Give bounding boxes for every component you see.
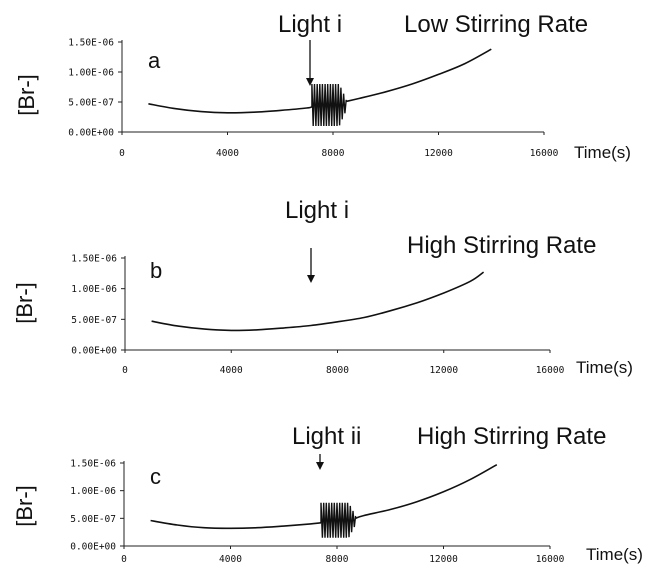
annotation-label: Light i <box>285 197 349 224</box>
x-tick-label: 4000 <box>219 554 242 565</box>
x-axis-label: Time(s) <box>586 545 643 564</box>
x-tick-label: 16000 <box>536 365 565 376</box>
y-tick-label: 0.00E+00 <box>68 128 114 139</box>
annotation-label: Light i <box>278 11 342 38</box>
x-axis-label: Time(s) <box>576 358 633 377</box>
panel-title: High Stirring Rate <box>417 423 606 450</box>
x-tick-label: 16000 <box>530 148 559 159</box>
x-tick-label: 0 <box>122 365 128 376</box>
panel-b: Light i High Stirring Rate b [Br-] Time(… <box>12 197 633 377</box>
x-tick-label: 8000 <box>326 554 349 565</box>
y-tick-label: 1.50E-06 <box>70 459 116 470</box>
panel-a: Light i Low Stirring Rate a [Br-] Time(s… <box>14 11 631 162</box>
y-axis-label: [Br-] <box>12 485 37 527</box>
panel-letter: c <box>150 464 161 489</box>
y-tick-label: 1.50E-06 <box>68 38 114 49</box>
y-tick-label: 5.00E-07 <box>68 98 114 109</box>
y-axis-label: [Br-] <box>12 282 37 324</box>
oscillation-burst <box>321 503 356 538</box>
x-tick-label: 4000 <box>216 148 239 159</box>
y-tick-label: 5.00E-07 <box>70 514 116 525</box>
y-tick-label: 1.00E-06 <box>68 68 114 79</box>
y-tick-label: 1.00E-06 <box>71 284 117 295</box>
series-line-pre <box>148 104 312 113</box>
panel-letter: b <box>150 258 162 283</box>
light-arrowhead <box>316 462 324 470</box>
y-axis-label: [Br-] <box>14 74 39 116</box>
x-tick-label: 12000 <box>429 554 458 565</box>
panel-title: High Stirring Rate <box>407 232 596 259</box>
x-tick-label: 4000 <box>220 365 243 376</box>
series-line-pre <box>151 521 321 529</box>
x-tick-label: 8000 <box>322 148 345 159</box>
light-arrowhead <box>307 275 315 283</box>
x-axis-label: Time(s) <box>574 143 631 162</box>
x-tick-label: 8000 <box>326 365 349 376</box>
x-tick-label: 0 <box>121 554 127 565</box>
series-line-post <box>356 465 497 519</box>
y-tick-label: 1.50E-06 <box>71 254 117 265</box>
oscillation-burst <box>312 84 346 126</box>
series-line <box>152 272 484 330</box>
y-tick-label: 0.00E+00 <box>70 542 116 553</box>
light-arrowhead <box>306 78 314 86</box>
y-tick-label: 1.00E-06 <box>70 486 116 497</box>
panel-letter: a <box>148 48 161 73</box>
y-tick-label: 0.00E+00 <box>71 346 117 357</box>
x-tick-label: 12000 <box>424 148 453 159</box>
x-tick-label: 12000 <box>429 365 458 376</box>
series-line-post <box>346 49 491 101</box>
annotation-label: Light ii <box>292 423 361 450</box>
x-tick-label: 0 <box>119 148 125 159</box>
panel-title: Low Stirring Rate <box>404 11 588 38</box>
y-tick-label: 5.00E-07 <box>71 315 117 326</box>
panel-c: Light ii High Stirring Rate c [Br-] Time… <box>12 423 643 565</box>
x-tick-label: 16000 <box>536 554 565 565</box>
